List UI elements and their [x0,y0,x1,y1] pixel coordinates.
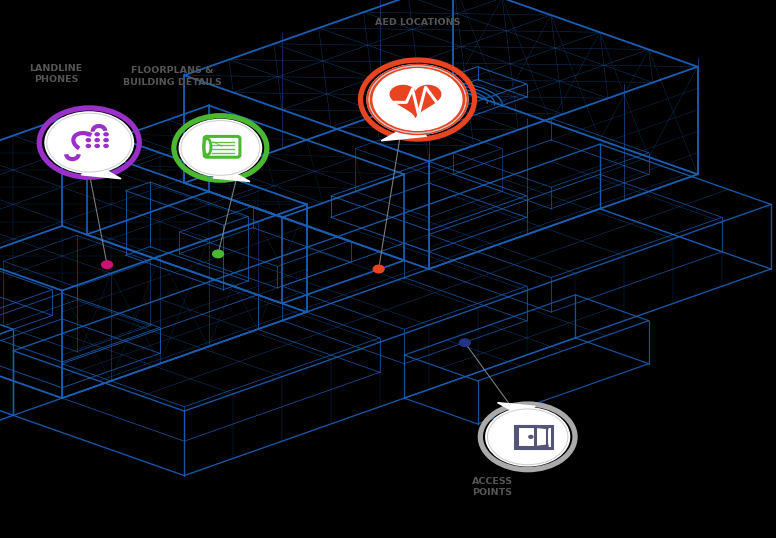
Bar [514,426,552,448]
Polygon shape [390,86,441,117]
Text: LANDLINE
PHONES: LANDLINE PHONES [29,64,82,84]
Circle shape [104,133,108,136]
Circle shape [179,119,262,176]
Circle shape [373,265,384,273]
Polygon shape [381,125,427,141]
Circle shape [373,69,462,130]
Text: FLOORPLANS &
BUILDING DETAILS: FLOORPLANS & BUILDING DETAILS [123,66,222,87]
Circle shape [86,145,91,147]
Text: AED LOCATIONS: AED LOCATIONS [375,18,460,27]
Polygon shape [81,165,121,179]
Circle shape [104,139,108,141]
Bar [517,427,535,447]
Circle shape [367,65,468,134]
Circle shape [95,145,99,147]
Circle shape [459,339,470,346]
Circle shape [367,65,468,134]
Circle shape [95,139,99,141]
Circle shape [45,112,133,173]
Polygon shape [213,168,250,182]
Circle shape [528,435,533,438]
Text: ACCESS
POINTS: ACCESS POINTS [472,477,512,497]
Polygon shape [497,402,535,416]
Circle shape [104,145,108,147]
Circle shape [486,408,570,466]
Circle shape [86,139,91,141]
Circle shape [95,133,99,136]
Circle shape [213,250,223,258]
Circle shape [86,133,91,136]
Circle shape [102,261,113,268]
